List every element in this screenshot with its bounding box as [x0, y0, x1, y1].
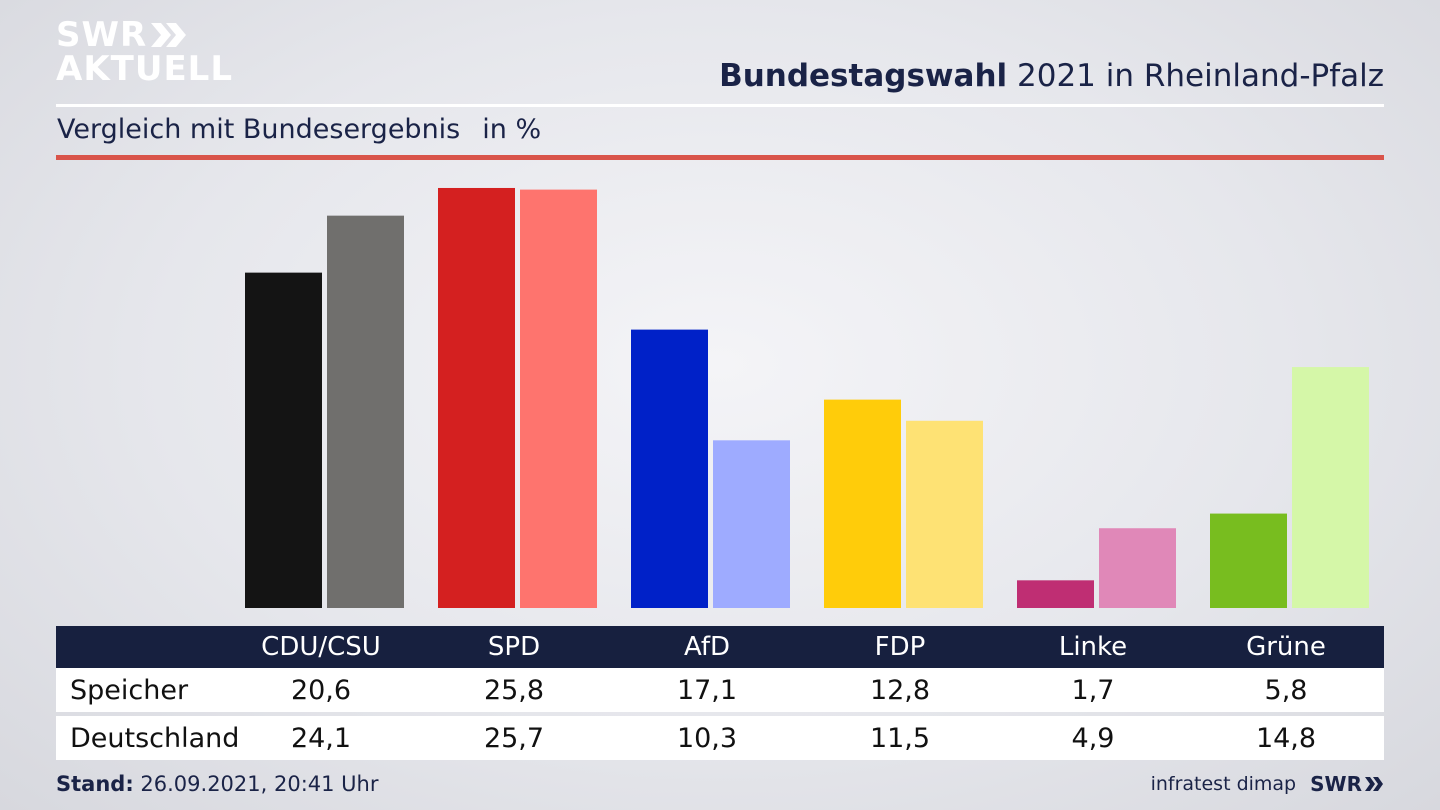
table-cell: 25,8 [483, 674, 545, 706]
title-rest: 2021 in Rheinland-Pfalz [1007, 58, 1384, 94]
column-header: CDU/CSU [261, 632, 381, 662]
stand-value: 26.09.2021, 20:41 Uhr [133, 772, 379, 796]
table-cell: 4,9 [1071, 722, 1115, 754]
table-cell: 12,8 [869, 674, 931, 706]
bar-linke-speicher [1017, 580, 1094, 608]
table-row-deutschland: Deutschland 24,1 25,7 10,3 11,5 4,9 14,8 [56, 716, 1384, 760]
column-header: Linke [1058, 632, 1128, 662]
table-header: CDU/CSU SPD AfD FDP Linke Grüne [56, 626, 1384, 668]
table-row-speicher: Speicher 20,6 25,8 17,1 12,8 1,7 5,8 [56, 668, 1384, 712]
table-cell: 5,8 [1264, 674, 1308, 706]
chevron-double-icon [151, 23, 187, 47]
brand-text: SWR [1310, 772, 1362, 796]
bar-fdp-speicher [824, 399, 901, 608]
bar-spd-deutschland [520, 189, 597, 608]
bar-afd-deutschland [713, 440, 790, 608]
page-title: Bundestagswahl 2021 in Rheinland-Pfalz [719, 58, 1384, 94]
swr-brand: SWR [1310, 772, 1384, 796]
logo-swr-text: SWR [56, 15, 148, 55]
timestamp: Stand: 26.09.2021, 20:41 Uhr [56, 772, 379, 796]
row-label: Speicher [70, 674, 189, 706]
bar-linke-deutschland [1099, 528, 1176, 608]
logo-aktuell-text: AKTUELL [56, 49, 234, 89]
bar-cducsu-deutschland [327, 215, 404, 609]
source-text: infratest dimap [1150, 773, 1297, 795]
title-bold: Bundestagswahl [719, 58, 1008, 94]
table-cell: 11,5 [869, 722, 931, 754]
bar-afd-speicher [631, 329, 708, 608]
chart-subtitle: Vergleich mit Bundesergebnis in % [57, 114, 541, 145]
table-cell: 14,8 [1255, 722, 1317, 754]
source-credit: infratest dimap SWR [1151, 772, 1384, 796]
table-cell: 10,3 [676, 722, 738, 754]
bar-grne-speicher [1210, 513, 1287, 608]
row-label: Deutschland [70, 722, 240, 754]
bar-grne-deutschland [1292, 367, 1369, 608]
header-divider [56, 104, 1384, 107]
table-cell: 20,6 [290, 674, 352, 706]
table-cell: 1,7 [1071, 674, 1115, 706]
stand-label: Stand: [56, 772, 134, 796]
subtitle-text: Vergleich mit Bundesergebnis [57, 114, 461, 145]
column-header: SPD [487, 632, 541, 662]
accent-divider [56, 155, 1384, 160]
table-cell: 25,7 [483, 722, 545, 754]
swr-aktuell-logo: SWR AKTUELL [56, 18, 233, 86]
table-cell: 17,1 [676, 674, 738, 706]
column-header: FDP [874, 632, 926, 662]
column-header: AfD [683, 632, 731, 662]
bar-cducsu-speicher [245, 272, 322, 608]
results-table: CDU/CSU SPD AfD FDP Linke Grüne Speicher 20,6… [56, 626, 1384, 760]
bar-fdp-deutschland [906, 420, 983, 608]
column-header: Grüne [1246, 632, 1326, 662]
bar-spd-speicher [438, 187, 515, 608]
unit-label: in % [482, 114, 542, 145]
chevron-double-icon [1365, 777, 1383, 791]
table-cell: 24,1 [290, 722, 352, 754]
